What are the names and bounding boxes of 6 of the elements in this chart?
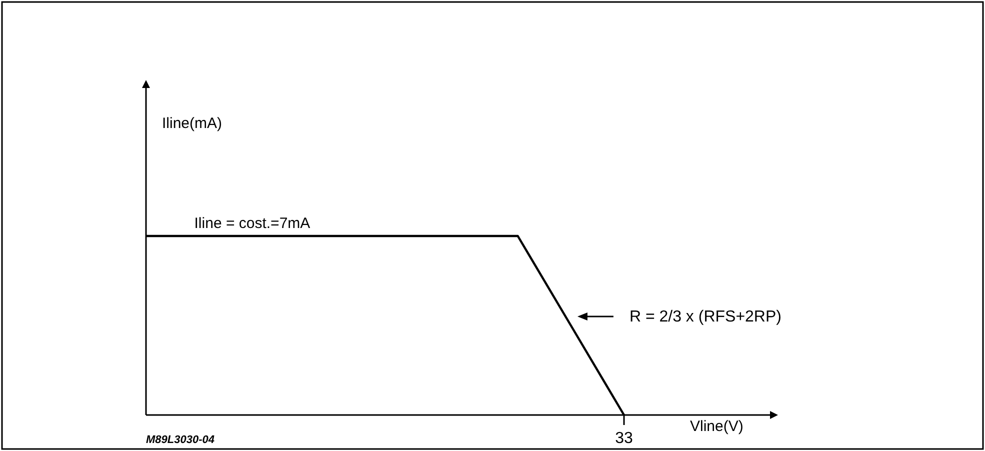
text: Iline(mA) bbox=[162, 115, 222, 132]
annotation: R = 2/3 x (RFS+2RP) bbox=[629, 308, 782, 326]
text: 33 bbox=[615, 430, 633, 447]
text: M89L3030-04 bbox=[146, 434, 214, 446]
x-axis-title: Vline(V) bbox=[690, 418, 744, 435]
text: Iline = cost.=7mA bbox=[194, 215, 310, 232]
